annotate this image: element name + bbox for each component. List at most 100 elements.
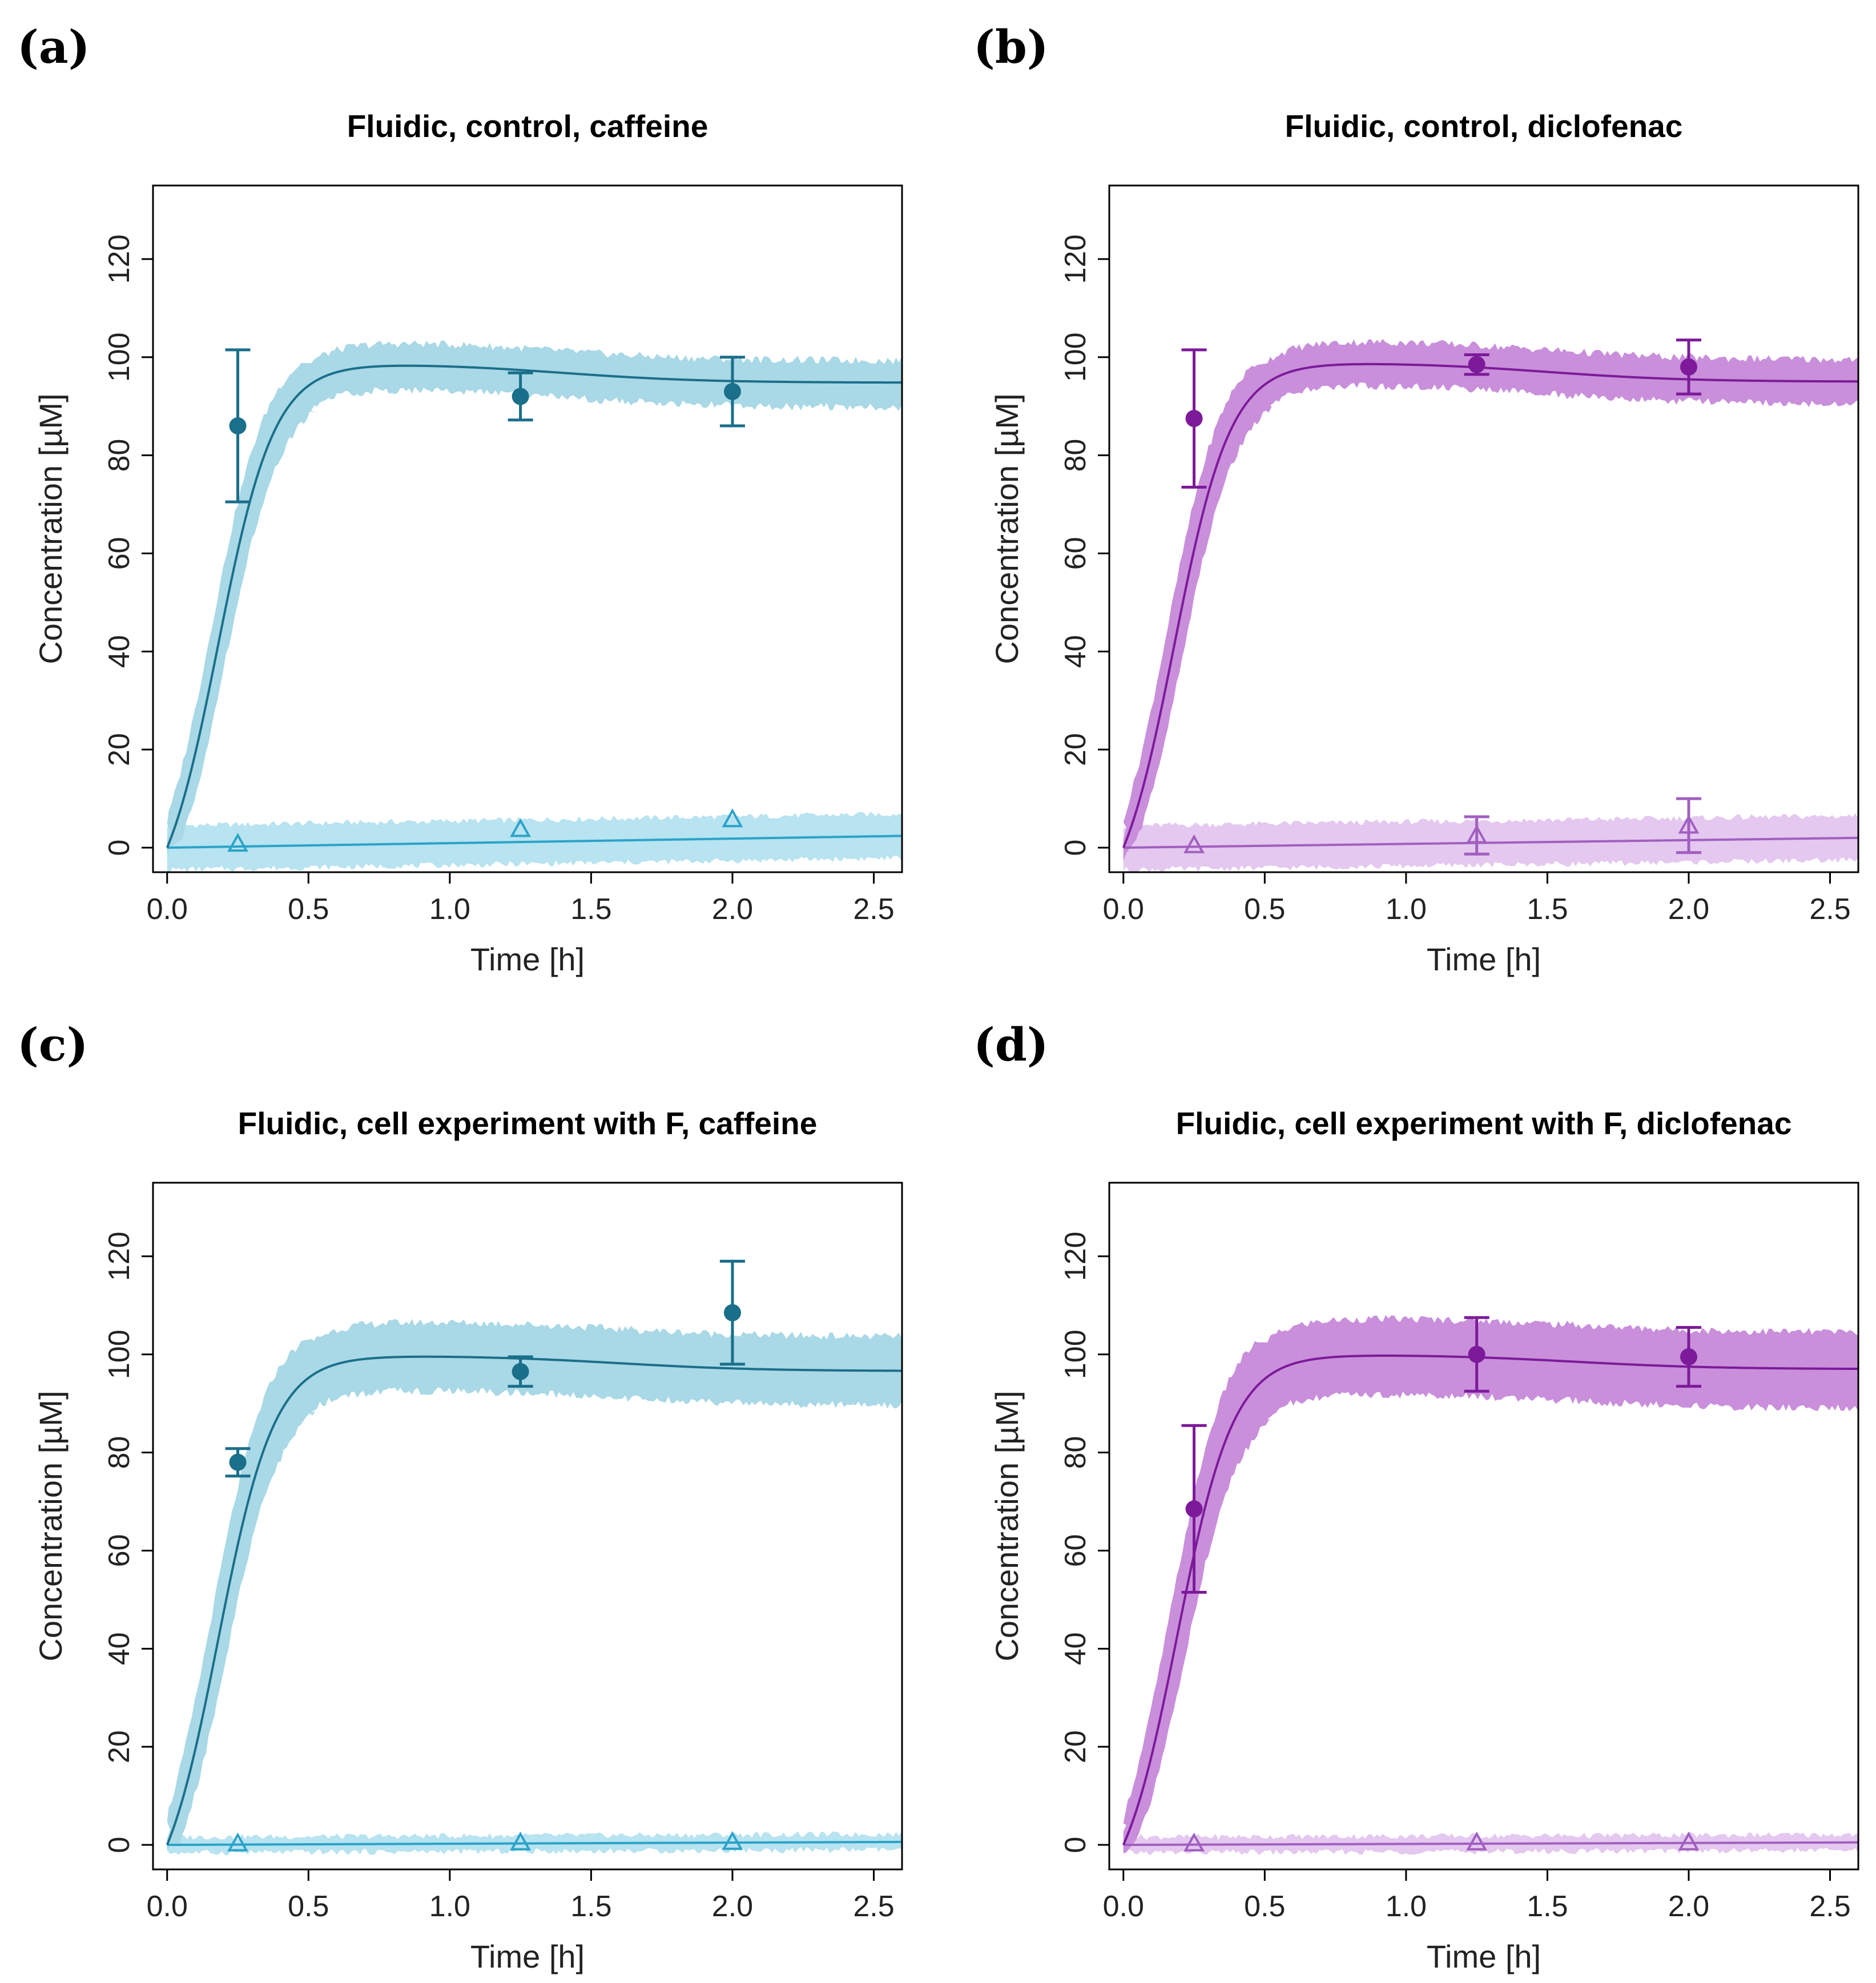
x-tick-label: 2.5 [1809,1890,1850,1923]
x-tick-label: 1.0 [1386,893,1427,926]
data-point-circle [1680,1348,1697,1366]
y-tick-label: 80 [103,1436,136,1469]
y-axis-label: Concentration [µM] [33,1390,69,1661]
data-point-circle [229,1453,247,1471]
data-point-circle [1185,410,1203,428]
plot-area [1122,338,1858,872]
y-axis-label: Concentration [µM] [989,1390,1025,1661]
y-axis-label: Concentration [µM] [33,393,69,664]
panel-d: (d) Fluidic, cell experiment with F, dicl… [973,1018,1859,1974]
data-point-circle [1468,1345,1485,1363]
data-point-triangle [722,1831,743,1850]
plot-frame [1108,184,1859,873]
x-tick-label: 0.5 [1244,893,1285,926]
x-axis-label: Time [h] [470,1938,585,1974]
main-series-line [166,1355,902,1845]
panel-c: (c) Fluidic, cell experiment with F, caff… [17,1018,903,1974]
x-tick-label: 1.0 [1386,1890,1427,1923]
x-tick-label: 2.0 [712,893,753,926]
y-tick-label: 20 [1059,1730,1092,1763]
data-point-triangle [1466,1831,1488,1851]
chart-title: Fluidic, control, caffeine [347,108,708,144]
data-point-triangle [722,808,743,828]
y-tick-label: 120 [103,235,136,284]
y-tick-label: 120 [1059,1232,1092,1281]
x-tick-label: 1.5 [570,893,611,926]
y-tick-label: 20 [1059,733,1092,766]
data-point-triangle [227,1832,248,1852]
x-tick-label: 1.5 [1527,893,1568,926]
x-tick-label: 2.5 [853,893,894,926]
y-tick-label: 60 [1059,1534,1092,1567]
data-point-circle [512,1363,529,1380]
low-series-line [1123,1841,1858,1847]
y-tick-label: 80 [1059,439,1092,472]
chart-title: Fluidic, cell experiment with F, caffein… [238,1106,818,1141]
data-point-circle [229,417,247,435]
main-series-line [166,364,902,848]
y-tick-label: 20 [103,733,136,766]
data-point-circle [1468,356,1485,373]
x-axis-label: Time [h] [1427,941,1541,977]
x-axis-label: Time [h] [470,941,585,977]
x-tick-label: 0.0 [147,1890,188,1923]
y-tick-label: 0 [103,840,136,856]
plot-area [166,340,902,872]
y-tick-label: 120 [103,1232,136,1281]
data-point-circle [723,1304,741,1321]
y-tick-label: 80 [1059,1436,1092,1469]
x-tick-label: 0.5 [1244,1890,1285,1923]
x-tick-label: 2.0 [712,1890,753,1923]
y-tick-label: 0 [103,1837,136,1853]
chart-title: Fluidic, cell experiment with F, diclofe… [1176,1106,1792,1141]
x-tick-label: 1.0 [429,893,470,926]
y-tick-label: 40 [1059,635,1092,668]
x-tick-label: 0.0 [1103,893,1144,926]
y-tick-label: 0 [1059,840,1092,856]
x-tick-label: 1.0 [429,1890,470,1923]
panel-label: (a) [17,20,90,74]
y-tick-label: 100 [1059,332,1092,382]
x-tick-label: 2.0 [1668,893,1709,926]
x-tick-label: 1.5 [570,1890,611,1923]
x-axis-label: Time [h] [1427,1938,1541,1974]
data-point-triangle [510,1831,532,1851]
plot-area [166,1319,902,1856]
data-point-triangle [1678,815,1700,834]
y-tick-label: 40 [103,635,136,668]
main-prediction-band [1123,1315,1858,1853]
chart-title: Fluidic, control, diclofenac [1285,108,1683,144]
data-point-triangle [1466,824,1488,844]
main-series-line [1122,362,1858,848]
data-point-triangle [227,833,248,852]
y-tick-label: 120 [1059,235,1092,284]
low-series-line [1123,836,1858,849]
y-tick-label: 60 [1059,537,1092,570]
panel-label: (c) [17,1018,88,1071]
low-series-line [167,1840,902,1847]
main-prediction-band [167,340,902,855]
y-tick-label: 0 [1059,1837,1092,1853]
x-tick-label: 2.5 [1809,893,1850,926]
data-point-triangle [510,818,532,837]
x-tick-label: 2.0 [1668,1890,1709,1923]
x-tick-label: 0.0 [1103,1890,1144,1923]
plot-frame [152,1182,903,1871]
main-series-line [1122,1355,1858,1845]
data-point-circle [512,388,529,405]
data-point-circle [1185,1500,1203,1518]
y-tick-label: 20 [103,1730,136,1763]
panel-label: (d) [973,1018,1049,1071]
plot-area [1122,1315,1858,1856]
y-axis-label: Concentration [µM] [989,393,1025,664]
x-tick-label: 1.5 [1527,1890,1568,1923]
panel-b: (b) Fluidic, control, diclofenac 0.0 0.5 1.0… [973,20,1859,977]
x-tick-label: 0.0 [147,893,188,926]
data-point-triangle [1183,1832,1205,1852]
panel-a: (a) Fluidic, control, caffeine 0.0 0.5 1.0 1.… [17,20,903,977]
y-tick-label: 40 [103,1632,136,1665]
y-tick-label: 100 [103,332,136,382]
main-prediction-band [167,1319,902,1852]
plot-frame [152,184,903,873]
